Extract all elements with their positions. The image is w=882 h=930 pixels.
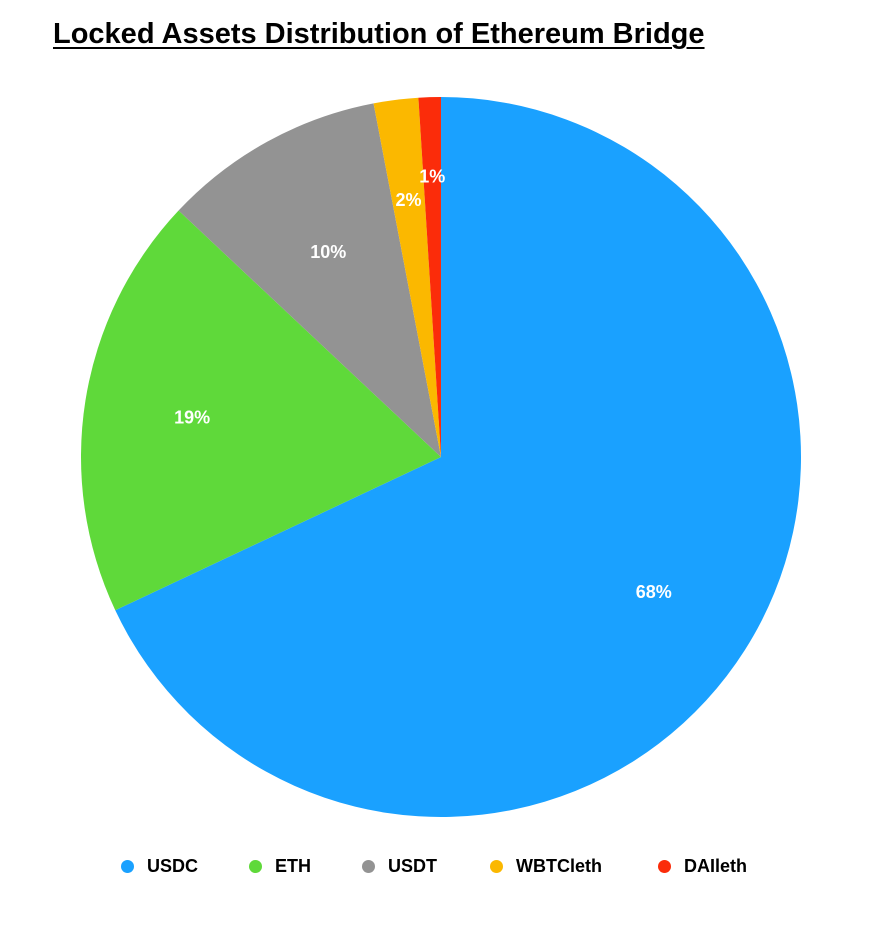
chart-legend: USDC ETH USDT WBTCleth DAIleth [0,852,882,880]
legend-item-wbtcleth: WBTCleth [490,852,602,880]
legend-swatch-usdt [362,859,375,873]
legend-label-usdt: USDT [388,855,437,876]
legend-swatch-eth [249,859,262,873]
legend-item-eth: ETH [249,852,311,880]
data-label-wbtcleth: 2% [395,190,421,210]
pie-data-labels: 68% 19% 10% 2% 1% [174,166,672,602]
legend-swatch-usdc [121,859,134,873]
legend-item-usdt: USDT [362,852,437,880]
data-label-daileth: 1% [419,166,445,186]
pie-slice-daileth [418,97,441,457]
legend-label-eth: ETH [275,855,311,876]
pie-slice-eth [80,210,441,611]
pie-slice-usdt [178,103,441,457]
pie-slices [80,97,801,817]
data-label-eth: 19% [174,408,210,428]
legend-item-usdc: USDC [121,852,198,880]
data-label-usdt: 10% [310,242,346,262]
legend-swatch-wbtcleth [490,859,503,873]
legend-label-daileth: DAIleth [684,855,747,876]
legend-swatch-daileth [658,859,671,873]
pie-slice-usdc [115,97,801,817]
legend-label-usdc: USDC [147,855,199,876]
legend-label-wbtcleth: WBTCleth [516,855,602,876]
data-label-usdc: 68% [636,582,672,602]
legend-item-daileth: DAIleth [658,852,747,880]
chart-title: Locked Assets Distribution of Ethereum B… [53,18,705,50]
pie-slice-wbtcleth [373,97,441,458]
